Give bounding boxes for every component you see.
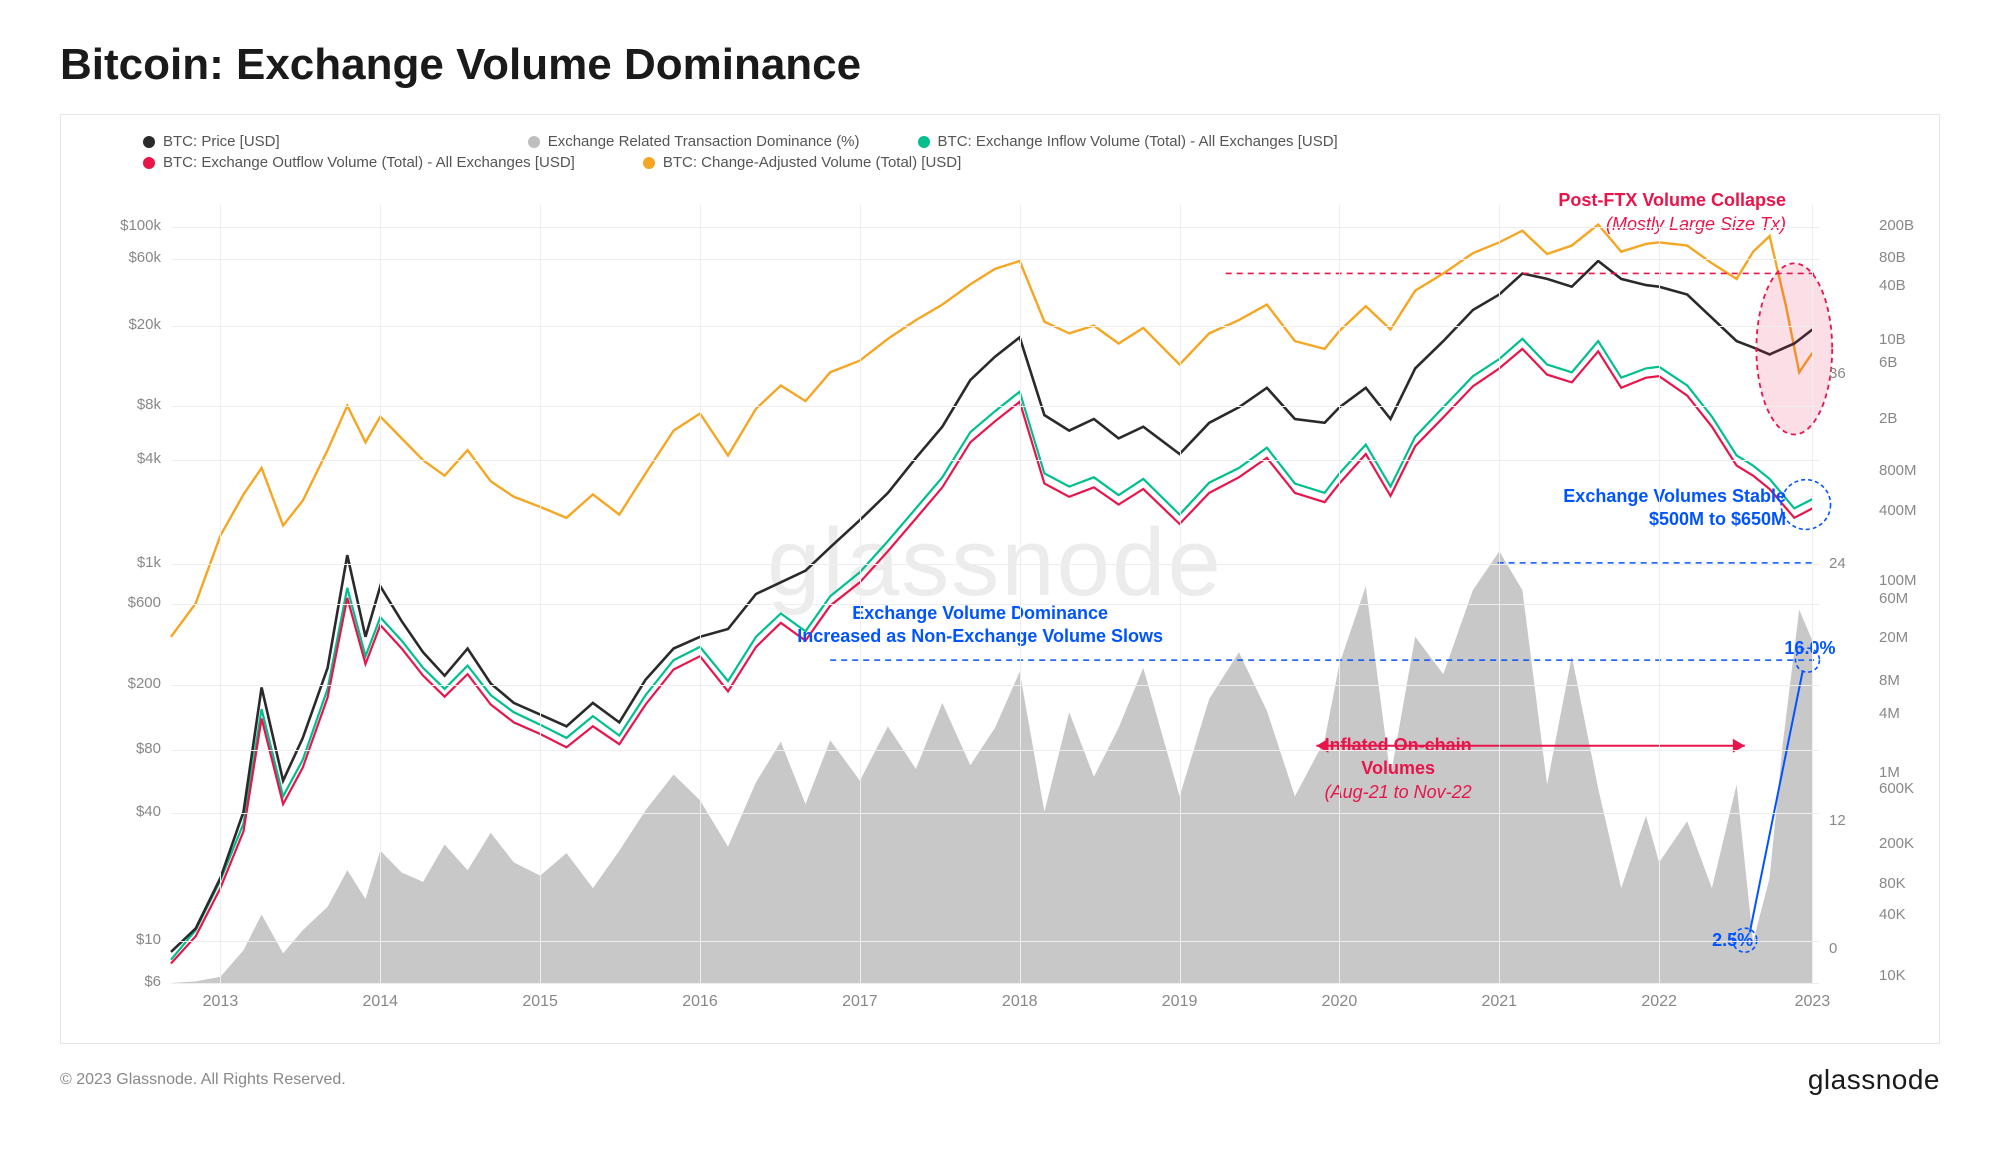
legend-item[interactable]: Exchange Related Transaction Dominance (…: [528, 133, 860, 150]
y-right2-tick: 2B: [1819, 410, 1889, 427]
y-right2-tick: 400M: [1819, 502, 1889, 519]
y-right2-tick: 80B: [1819, 249, 1889, 266]
y-right1-tick: 24: [1819, 555, 1869, 572]
y-right2-tick: 40B: [1819, 277, 1889, 294]
legend-dot: [143, 136, 155, 148]
legend-dot: [528, 136, 540, 148]
x-tick: 2017: [842, 983, 878, 1011]
x-tick: 2015: [522, 983, 558, 1011]
arrow-right: [1733, 739, 1745, 753]
y-right2-tick: 60M: [1819, 590, 1889, 607]
legend-item[interactable]: BTC: Exchange Outflow Volume (Total) - A…: [143, 154, 575, 171]
y-right1-tick: 0: [1819, 940, 1869, 957]
footer: © 2023 Glassnode. All Rights Reserved. g…: [60, 1064, 1940, 1096]
y-left-tick: $40: [81, 803, 171, 820]
copyright-text: © 2023 Glassnode. All Rights Reserved.: [60, 1071, 346, 1089]
legend-label: BTC: Exchange Outflow Volume (Total) - A…: [163, 154, 575, 171]
y-left-tick: $10: [81, 931, 171, 948]
series-volume: [171, 225, 1812, 637]
y-right1-tick: 12: [1819, 812, 1869, 829]
y-left-tick: $6: [81, 973, 171, 990]
legend-dot: [643, 157, 655, 169]
y-left-tick: $1k: [81, 554, 171, 571]
y-right2-tick: 80K: [1819, 875, 1889, 892]
legend-label: BTC: Exchange Inflow Volume (Total) - Al…: [938, 133, 1338, 150]
y-left-tick: $200: [81, 675, 171, 692]
x-tick: 2022: [1641, 983, 1677, 1011]
legend-dot: [918, 136, 930, 148]
x-tick: 2013: [203, 983, 239, 1011]
x-tick: 2019: [1162, 983, 1198, 1011]
y-left-tick: $80: [81, 740, 171, 757]
y-left-tick: $4k: [81, 450, 171, 467]
y-right2-tick: 6B: [1819, 354, 1889, 371]
x-tick: 2016: [682, 983, 718, 1011]
legend-item[interactable]: BTC: Price [USD]: [143, 133, 280, 150]
x-tick: 2018: [1002, 983, 1038, 1011]
y-right2-tick: 40K: [1819, 906, 1889, 923]
y-right2-tick: 20M: [1819, 629, 1889, 646]
x-tick: 2021: [1481, 983, 1517, 1011]
y-right2-tick: 200B: [1819, 217, 1889, 234]
x-tick: 2020: [1322, 983, 1358, 1011]
legend: BTC: Price [USD] Exchange Related Transac…: [61, 115, 1939, 177]
x-tick: 2014: [362, 983, 398, 1011]
series-dominance: [171, 551, 1812, 983]
legend-label: BTC: Change-Adjusted Volume (Total) [USD…: [663, 154, 961, 171]
legend-label: BTC: Price [USD]: [163, 133, 280, 150]
chart-title: Bitcoin: Exchange Volume Dominance: [60, 40, 1940, 90]
y-right2-tick: 800M: [1819, 462, 1889, 479]
y-right2-tick: 8M: [1819, 672, 1889, 689]
y-right2-tick: 1M: [1819, 764, 1889, 781]
legend-item[interactable]: BTC: Exchange Inflow Volume (Total) - Al…: [918, 133, 1338, 150]
legend-item[interactable]: BTC: Change-Adjusted Volume (Total) [USD…: [643, 154, 961, 171]
y-right2-tick: 200K: [1819, 835, 1889, 852]
y-left-tick: $100k: [81, 217, 171, 234]
chart-plot-area: glassnode Post-FTX Volume Collapse (Most…: [171, 205, 1819, 983]
legend-dot: [143, 157, 155, 169]
x-tick: 2023: [1795, 983, 1831, 1011]
y-right2-tick: 10K: [1819, 967, 1889, 984]
y-right2-tick: 600K: [1819, 780, 1889, 797]
legend-label: Exchange Related Transaction Dominance (…: [548, 133, 860, 150]
y-right2-tick: 10B: [1819, 331, 1889, 348]
y-left-tick: $600: [81, 594, 171, 611]
y-right2-tick: 4M: [1819, 705, 1889, 722]
brand-logo: glassnode: [1808, 1064, 1940, 1096]
y-right2-tick: 100M: [1819, 572, 1889, 589]
y-left-tick: $8k: [81, 396, 171, 413]
y-left-tick: $60k: [81, 249, 171, 266]
chart-frame: BTC: Price [USD] Exchange Related Transac…: [60, 114, 1940, 1044]
y-left-tick: $20k: [81, 316, 171, 333]
